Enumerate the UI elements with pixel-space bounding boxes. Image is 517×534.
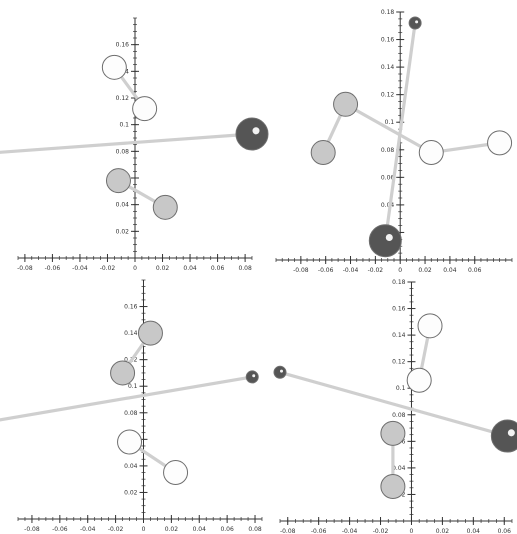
panel-bottom-right: -0.08-0.06-0.04-0.0200.020.040.060.020.0… — [273, 279, 517, 534]
x-tick-label: 0.08 — [238, 265, 252, 272]
x-tick-label: -0.06 — [311, 528, 327, 534]
y-tick-label: 0.02 — [116, 228, 130, 235]
y-tick-label: 0.14 — [392, 332, 406, 339]
node-point — [101, 54, 127, 80]
y-tick-label: 0.12 — [392, 359, 406, 366]
node-point — [152, 194, 178, 220]
node-highlight — [280, 369, 283, 373]
node-point — [245, 370, 259, 384]
node-highlight — [415, 20, 419, 24]
x-tick-label: -0.08 — [293, 267, 309, 274]
x-tick-label: -0.04 — [342, 528, 358, 534]
edge-line — [0, 132, 254, 154]
x-tick-label: 0.02 — [165, 526, 179, 533]
x-tick-label: -0.02 — [373, 528, 389, 534]
y-tick-label: 0.16 — [392, 306, 406, 313]
y-tick-label: 0.1 — [128, 383, 138, 390]
x-tick-label: -0.02 — [100, 265, 116, 272]
node-point — [137, 320, 163, 346]
edge-line — [343, 102, 433, 155]
x-tick-label: -0.04 — [80, 526, 96, 533]
node-highlight — [385, 233, 393, 242]
panel-top-left: -0.08 -0.06 -0.04 -0.02 0 0.02 0.04 0.06 0.08 0.0… — [0, 17, 269, 272]
node-point — [487, 130, 513, 156]
panel-bottom-left: -0.08 -0.06 -0.04 -0.02 0 0.02 0.04 0.06 0.08 0.0… — [0, 279, 263, 533]
x-tick-label: -0.06 — [52, 526, 68, 533]
y-tick-label: 0.04 — [116, 202, 130, 209]
node-point — [117, 429, 143, 455]
x-tick-label: 0.06 — [211, 265, 225, 272]
x-tick-label: 0 — [133, 265, 137, 272]
y-tick-label: 0.04 — [381, 202, 395, 209]
node-point — [163, 460, 189, 486]
node-point — [418, 140, 444, 166]
x-tick-label: -0.06 — [45, 265, 61, 272]
x-tick-label: 0.02 — [436, 528, 450, 534]
x-tick-label: 0.02 — [156, 265, 170, 272]
node-highlight — [252, 374, 256, 378]
node-point — [110, 360, 136, 386]
edge-line — [278, 370, 509, 438]
y-tick-label: 0.12 — [116, 95, 130, 102]
node-highlight — [507, 429, 515, 437]
x-tick-label: 0.04 — [183, 265, 197, 272]
node-point — [333, 91, 359, 117]
x-tick-label: -0.08 — [17, 265, 33, 272]
y-tick-label: 0.08 — [116, 148, 130, 155]
y-tick-label: 0.18 — [392, 279, 406, 286]
node-point — [380, 473, 406, 499]
x-tick-label: 0.08 — [248, 526, 262, 533]
node-point — [368, 224, 402, 258]
x-tick-label: -0.08 — [24, 526, 40, 533]
y-tick-label: 0.16 — [124, 304, 138, 311]
x-tick-label: 0.04 — [193, 526, 207, 533]
y-tick-label: 0.14 — [124, 330, 138, 337]
edge-line — [383, 21, 417, 243]
y-tick-label: 0.08 — [124, 410, 138, 417]
y-tick-label: 0.08 — [381, 147, 395, 154]
y-tick-label: 0.1 — [119, 122, 129, 129]
y-tick-label: 0.16 — [116, 42, 130, 49]
x-tick-label: 0 — [142, 526, 146, 533]
panel-top-right: -0.08-0.06-0.04-0.0200.020.040.060.020.0… — [275, 9, 513, 274]
node-highlight — [252, 127, 260, 135]
x-tick-label: -0.04 — [343, 267, 359, 274]
y-tick-label: 0.16 — [381, 37, 395, 44]
node-point — [235, 117, 269, 151]
node-point — [310, 140, 336, 166]
y-tick-label: 0.18 — [381, 9, 395, 16]
node-point — [406, 367, 432, 393]
x-tick-label: -0.04 — [72, 265, 88, 272]
node-point — [132, 96, 158, 122]
x-tick-label: 0.06 — [220, 526, 234, 533]
node-point — [417, 313, 443, 339]
x-tick-label: 0.04 — [443, 267, 457, 274]
y-tick-label: 0.14 — [381, 64, 395, 71]
y-tick-label: 0.02 — [124, 489, 138, 496]
y-tick-label: 0.06 — [381, 174, 395, 181]
x-tick-label: 0 — [410, 528, 414, 534]
x-tick-label: 0.02 — [418, 267, 432, 274]
x-tick-label: -0.02 — [368, 267, 384, 274]
node-point — [105, 168, 131, 194]
y-tick-label: 0.08 — [392, 412, 406, 419]
x-tick-label: 0.04 — [467, 528, 481, 534]
node-point — [273, 365, 287, 379]
x-tick-label: 0.06 — [468, 267, 482, 274]
y-tick-label: 0.1 — [385, 119, 395, 126]
x-tick-label: 0.06 — [498, 528, 512, 534]
y-tick-label: 0.1 — [396, 385, 406, 392]
node-point — [490, 419, 517, 453]
y-tick-label: 0.04 — [392, 465, 406, 472]
node-point — [380, 420, 406, 446]
y-tick-label: 0.12 — [381, 92, 395, 99]
y-tick-label: 0.04 — [124, 463, 138, 470]
x-tick-label: -0.02 — [108, 526, 124, 533]
node-point — [408, 16, 422, 30]
x-tick-label: -0.06 — [318, 267, 334, 274]
x-tick-label: -0.08 — [280, 528, 296, 534]
x-tick-label: 0 — [398, 267, 402, 274]
edge-line — [0, 375, 254, 422]
